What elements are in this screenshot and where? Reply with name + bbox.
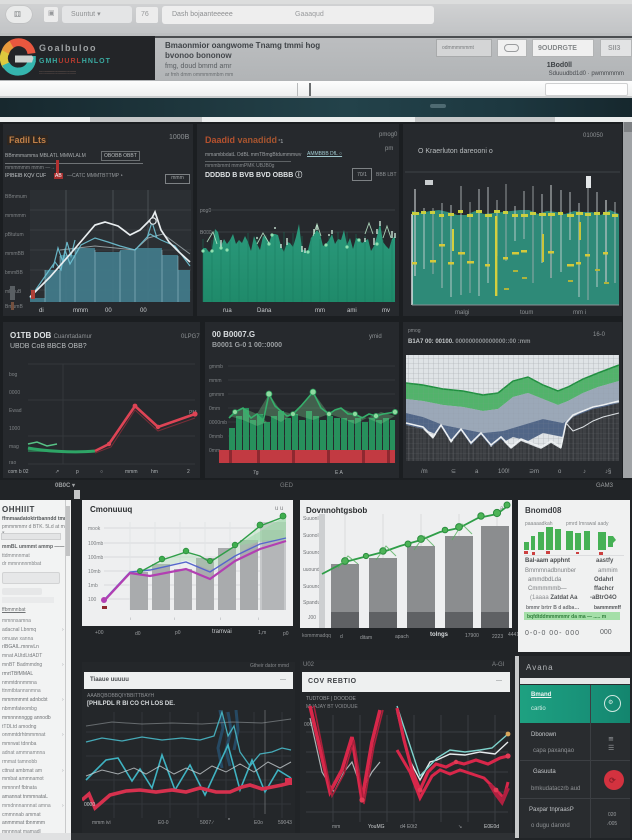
svg-text:mmmmm: mmmmm bbox=[5, 213, 26, 219]
svg-text:Ewad: Ewad bbox=[9, 408, 22, 414]
svg-text:100mb: 100mb bbox=[88, 555, 104, 561]
svg-text:a: a bbox=[475, 469, 479, 475]
svg-text:I: I bbox=[220, 616, 221, 621]
svg-text:↗: ↗ bbox=[55, 469, 59, 475]
svg-text:Suonol: Suonol bbox=[303, 533, 319, 539]
svg-text:100mb: 100mb bbox=[88, 541, 104, 547]
svg-text:100: 100 bbox=[88, 597, 97, 603]
svg-text:mag: mag bbox=[9, 444, 19, 450]
svg-text:Suound: Suound bbox=[303, 550, 320, 556]
svg-text:B000: B000 bbox=[200, 230, 212, 236]
svg-text:BBmmum: BBmmum bbox=[5, 194, 27, 200]
svg-text:00: 00 bbox=[140, 308, 147, 314]
svg-text:bmmBB: bmmBB bbox=[5, 270, 23, 276]
svg-text:100!: 100! bbox=[498, 469, 510, 475]
svg-text:♪§: ♪§ bbox=[605, 469, 611, 475]
svg-text:⊆: ⊆ bbox=[451, 469, 456, 475]
svg-text:○: ○ bbox=[100, 469, 103, 475]
svg-text:Suuonl: Suuonl bbox=[303, 516, 319, 522]
svg-text:mook: mook bbox=[88, 526, 101, 532]
svg-text:7g: 7g bbox=[253, 470, 259, 476]
svg-text:mmmBB: mmmBB bbox=[5, 251, 25, 257]
svg-text:gmmb: gmmb bbox=[209, 364, 223, 370]
svg-text:0000mb: 0000mb bbox=[209, 420, 227, 426]
svg-text:rua: rua bbox=[223, 308, 232, 314]
svg-text:toum: toum bbox=[520, 310, 533, 316]
svg-text:uuound: uuound bbox=[303, 567, 320, 573]
svg-text:2: 2 bbox=[187, 469, 190, 475]
svg-text:Spandud: Spandud bbox=[303, 600, 323, 606]
svg-text:♪: ♪ bbox=[583, 469, 586, 475]
svg-text:I: I bbox=[130, 616, 131, 621]
svg-text:00: 00 bbox=[105, 308, 112, 314]
svg-text:I: I bbox=[258, 616, 259, 621]
svg-text:mv: mv bbox=[382, 308, 390, 314]
svg-text:J00: J00 bbox=[308, 615, 316, 621]
svg-text:0mm: 0mm bbox=[209, 448, 220, 454]
svg-text:mmm: mmm bbox=[73, 308, 88, 314]
svg-text:/m: /m bbox=[421, 469, 428, 475]
svg-text:0mmb: 0mmb bbox=[209, 434, 223, 440]
svg-text:gmmm: gmmm bbox=[209, 392, 224, 398]
svg-text:di: di bbox=[39, 308, 44, 314]
svg-text:bog: bog bbox=[9, 372, 18, 378]
svg-text:1000: 1000 bbox=[9, 426, 20, 432]
svg-text:com b 02: com b 02 bbox=[8, 469, 29, 475]
svg-text:BmumB: BmumB bbox=[5, 304, 23, 310]
svg-text:p: p bbox=[76, 469, 79, 475]
svg-text:mm i: mm i bbox=[573, 310, 586, 316]
svg-text:E A: E A bbox=[335, 470, 343, 476]
svg-text:pog0: pog0 bbox=[200, 208, 211, 214]
svg-text:pBtutum: pBtutum bbox=[5, 232, 24, 238]
svg-text:000: 000 bbox=[304, 722, 313, 728]
svg-text:10mb: 10mb bbox=[88, 569, 101, 575]
svg-text:Suound: Suound bbox=[303, 584, 320, 590]
svg-text:ami: ami bbox=[347, 308, 357, 314]
svg-text:rao: rao bbox=[9, 460, 16, 466]
svg-text:mmm: mmm bbox=[125, 469, 138, 475]
svg-text:⊇m: ⊇m bbox=[529, 469, 539, 475]
svg-text:I: I bbox=[174, 616, 175, 621]
svg-text:o: o bbox=[558, 469, 562, 475]
svg-text:mmm: mmm bbox=[209, 378, 222, 384]
svg-text:0000: 0000 bbox=[9, 390, 20, 396]
svg-text:1mb: 1mb bbox=[88, 583, 98, 589]
svg-text:Dana: Dana bbox=[257, 308, 272, 314]
svg-text:0000: 0000 bbox=[84, 802, 95, 808]
svg-text:mm: mm bbox=[315, 308, 325, 314]
svg-text:hm: hm bbox=[151, 469, 158, 475]
svg-text:malgi: malgi bbox=[455, 310, 469, 316]
svg-text:0mm: 0mm bbox=[209, 406, 220, 412]
